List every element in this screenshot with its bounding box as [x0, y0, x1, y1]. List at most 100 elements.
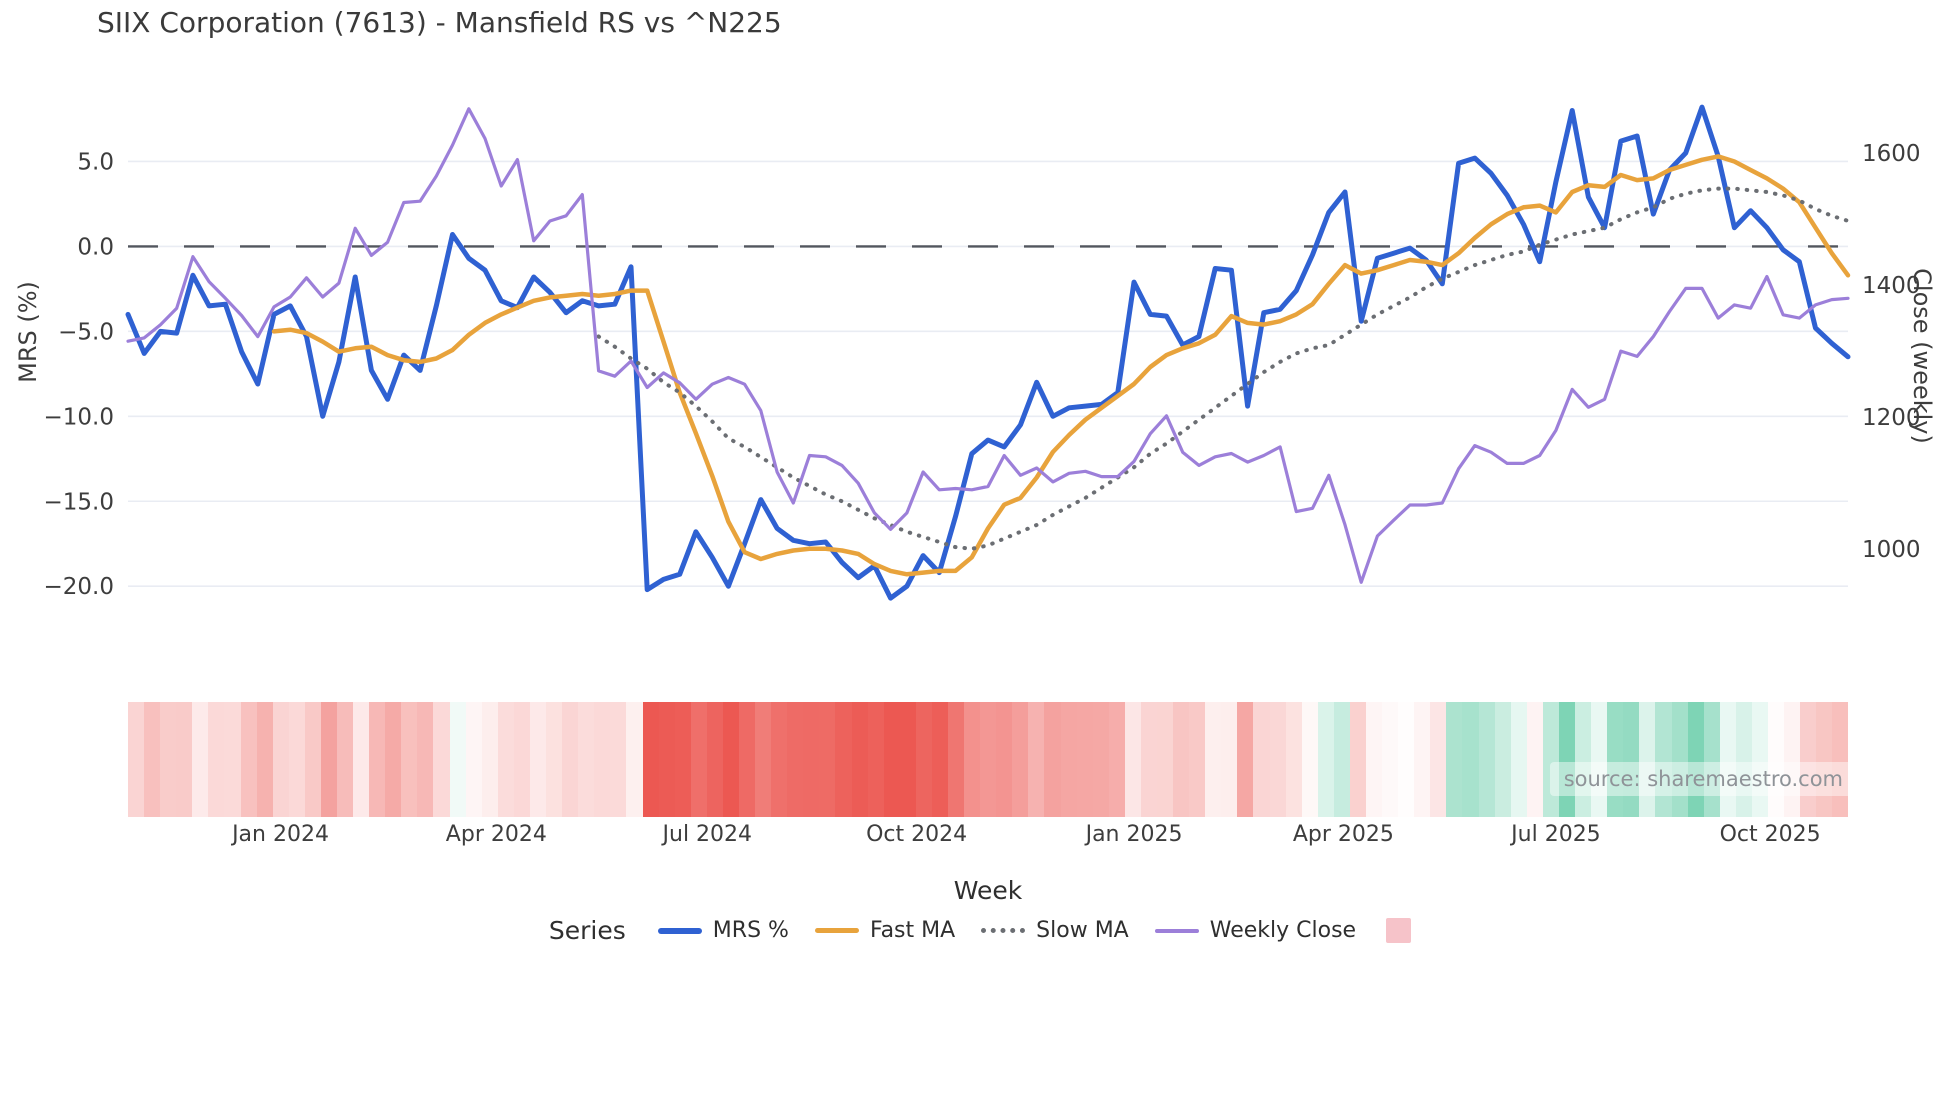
svg-text:−15.0: −15.0 [44, 489, 114, 515]
svg-text:0.0: 0.0 [77, 234, 114, 260]
svg-text:5.0: 5.0 [77, 149, 114, 175]
heatmap-week-cell [1076, 702, 1093, 817]
heatmap-week-cell [1671, 702, 1688, 817]
slow-ma-dotted-swatch-icon [981, 928, 1026, 933]
legend-title: Series [548, 916, 626, 945]
x-tick-label: Jul 2024 [662, 822, 753, 847]
heatmap-week-cell [1478, 702, 1495, 817]
heatmap-week-cell [1237, 702, 1254, 817]
fast-ma-line-swatch-icon [814, 928, 859, 933]
svg-text:1400: 1400 [1862, 273, 1921, 299]
heatmap-week-cell [626, 702, 643, 817]
heatmap-week-cell [1687, 702, 1704, 817]
chart-canvas: 5.0 0.0 −5.0 −10.0 −15.0 −20.0 1600 1400 1200 100… [44, 104, 1921, 601]
heatmap-week-cell [1800, 702, 1817, 817]
heatmap-week-cell [1333, 702, 1350, 817]
heatmap-week-cell [417, 702, 434, 817]
heatmap-week-cell [996, 702, 1013, 817]
heatmap-week-cell [738, 702, 756, 817]
heatmap-week-cell [1157, 702, 1174, 817]
svg-text:−5.0: −5.0 [58, 319, 114, 345]
heatmap-week-cell [1398, 702, 1415, 817]
heatmap-week-cell [915, 702, 932, 817]
x-tick-label: Apr 2024 [445, 822, 547, 847]
heatmap-week-cell [240, 702, 257, 817]
heatmap-week-cell [192, 702, 209, 817]
heatmap-week-cell [1446, 702, 1463, 817]
heatmap-week-cell [562, 702, 579, 817]
x-tick-label: Jan 2024 [232, 822, 329, 847]
heatmap-week-cell [481, 702, 498, 817]
heatmap-week-cell [1221, 702, 1238, 817]
svg-text:1200: 1200 [1862, 405, 1921, 431]
legend-item-fast-ma: Fast MA [814, 918, 956, 943]
heatmap-week-cell [1414, 702, 1431, 817]
x-axis-ticks: Jan 2024 Apr 2024 Jul 2024 Oct 2024 Jan 2025… [0, 822, 1960, 852]
heatmap-week-cell [1510, 702, 1527, 817]
heatmap-week-cell [819, 702, 836, 817]
chart-title: SIIX Corporation (7613) - Mansfield RS v… [97, 6, 782, 39]
heatmap-week-cell [835, 702, 852, 817]
heatmap-week-cell [1703, 702, 1720, 817]
heatmap-week-cell [803, 702, 820, 817]
heatmap-week-cell [1832, 702, 1849, 817]
weekly-close-line-swatch-icon [1154, 928, 1199, 933]
heatmap-week-cell [722, 702, 739, 817]
heatmap-week-cell [272, 702, 289, 817]
legend-item-slow-ma: Slow MA [981, 918, 1129, 943]
mrs-line-swatch-icon [657, 927, 702, 934]
heatmap-week-cell [1767, 702, 1785, 817]
heatmap-week-cell [1607, 702, 1624, 817]
heatmap-week-cell [160, 702, 177, 817]
heatmap-week-cell [1494, 702, 1511, 817]
heatmap-week-cell [224, 702, 241, 817]
heatmap-week-cell [433, 702, 450, 817]
heatmap-week-cell [851, 702, 868, 817]
x-tick-label: Apr 2025 [1292, 822, 1394, 847]
heatmap-week-cell [755, 702, 772, 817]
heatmap-week-cell [947, 702, 965, 817]
heatmap-week-cell [320, 702, 338, 817]
heatmap-week-cell [883, 702, 900, 817]
legend-label-slow-ma: Slow MA [1036, 918, 1129, 943]
svg-text:1000: 1000 [1862, 537, 1921, 563]
mrs-heatmap-strip [128, 702, 1849, 817]
legend-label-fast-ma: Fast MA [869, 918, 956, 943]
heatmap-week-cell [1060, 702, 1077, 817]
heatmap-week-cell [674, 702, 691, 817]
svg-text:−20.0: −20.0 [44, 574, 114, 600]
heatmap-week-cell [497, 702, 514, 817]
heatmap-week-cell [1591, 702, 1608, 817]
heatmap-week-cell [208, 702, 225, 817]
heatmap-week-cell [1784, 702, 1801, 817]
legend-item-mrs: MRS % [657, 918, 789, 943]
heatmap-week-cell [1430, 702, 1447, 817]
heatmap-week-cell [385, 702, 402, 817]
heatmap-week-cell [546, 702, 563, 817]
heatmap-week-cell [337, 702, 354, 817]
heatmap-week-cell [1655, 702, 1672, 817]
heatmap-week-cell [1366, 702, 1383, 817]
y-axis-label-right: Close (weekly) [1908, 268, 1936, 444]
heatmap-week-cell [690, 702, 707, 817]
heatmap-week-cell [1349, 702, 1367, 817]
heatmap-week-cell [449, 702, 466, 817]
y-axis-label-left: MRS (%) [14, 281, 42, 383]
heatmap-week-cell [288, 702, 305, 817]
heatmap-week-cell [1558, 702, 1576, 817]
x-tick-label: Jan 2025 [1085, 822, 1183, 847]
heatmap-week-cell [1253, 702, 1270, 817]
x-tick-label: Oct 2024 [866, 822, 968, 847]
heatmap-week-cell [1205, 702, 1222, 817]
heatmap-week-cell [594, 702, 611, 817]
heatmap-week-cell [1044, 702, 1061, 817]
heatmap-week-cell [578, 702, 595, 817]
heatmap-week-cell [771, 702, 788, 817]
heatmap-week-cell [1092, 702, 1109, 817]
heatmap-week-cell [610, 702, 627, 817]
heatmap-week-cell [304, 702, 321, 817]
legend-item-weekly-close: Weekly Close [1154, 918, 1356, 943]
heatmap-week-cell [1317, 702, 1334, 817]
heatmap-week-cell [1124, 702, 1141, 817]
heatmap-week-cell [706, 702, 723, 817]
